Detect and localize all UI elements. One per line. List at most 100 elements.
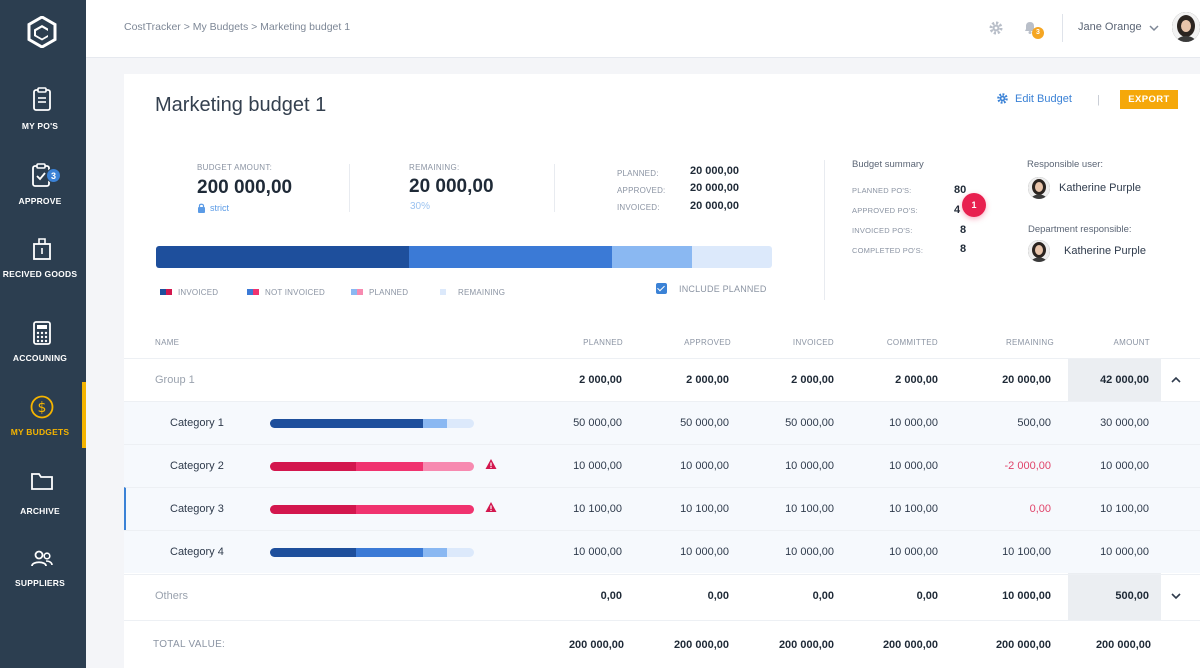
export-button[interactable]: EXPORT xyxy=(1120,90,1178,109)
col-header-committed: COMMITTED xyxy=(886,338,938,347)
sidebar-item-accounting[interactable]: ACCOUNING xyxy=(0,320,86,386)
svg-text:$: $ xyxy=(38,400,47,416)
cell-invoiced: 0,00 xyxy=(812,590,834,602)
approved-value: 20 000,00 xyxy=(690,182,739,194)
breadcrumb[interactable]: CostTracker > My Budgets > Marketing bud… xyxy=(124,21,351,33)
sidebar-item-approve[interactable]: 3 APPROVE xyxy=(0,162,86,228)
planned-pos-value: 80 xyxy=(954,184,967,196)
sidebar-item-label: ARCHIVE xyxy=(20,506,60,516)
cell-remaining: 20 000,00 xyxy=(1002,374,1051,386)
row-name: Category 3 xyxy=(170,503,224,515)
table-row-category-3[interactable]: Category 3 10 100,00 10 100,00 10 100,00… xyxy=(124,487,1200,530)
invoiced-label: INVOICED: xyxy=(617,203,660,212)
table-row-others[interactable]: Others 0,00 0,00 0,00 0,00 10 000,00 500… xyxy=(124,574,1200,617)
cell-approved: 2 000,00 xyxy=(686,374,729,386)
cell-amount: 42 000,00 xyxy=(1100,374,1149,386)
header-divider xyxy=(1062,14,1063,42)
col-header-planned: PLANNED xyxy=(583,338,623,347)
mini-segment-planned xyxy=(422,548,448,557)
cell-committed: 10 000,00 xyxy=(889,460,938,472)
approved-pos-value: 4 xyxy=(954,204,961,216)
sidebar-item-label: ACCOUNING xyxy=(12,353,68,363)
mini-segment-invoiced xyxy=(270,548,356,557)
remaining-percent: 30% xyxy=(410,201,431,212)
row-name: Category 1 xyxy=(170,417,224,429)
cell-remaining: 0,00 xyxy=(1029,503,1051,515)
mini-segment-remaining xyxy=(447,419,474,428)
approved-label: APPROVED: xyxy=(617,186,666,195)
cell-committed: 200 000,00 xyxy=(882,639,938,651)
alert-count-badge[interactable]: 1 xyxy=(962,193,986,217)
cell-amount: 10 000,00 xyxy=(1100,546,1149,558)
mini-segment-planned xyxy=(422,462,474,471)
sidebar-item-suppliers[interactable]: SUPPLIERS xyxy=(0,546,86,612)
include-planned-label: INCLUDE PLANNED xyxy=(679,283,767,294)
chevron-up-icon[interactable] xyxy=(1170,374,1182,386)
chevron-down-icon[interactable] xyxy=(1148,22,1160,34)
sidebar-item-label: MY PO'S xyxy=(21,121,59,131)
legend-invoiced: INVOICED xyxy=(160,288,218,297)
cell-planned: 10 000,00 xyxy=(573,546,622,558)
table-row-category-2[interactable]: Category 2 10 000,00 10 000,00 10 000,00… xyxy=(124,444,1200,487)
sidebar-item-label: APPROVE xyxy=(18,196,62,206)
mini-segment-planned xyxy=(423,419,448,428)
completed-pos-label: COMPLETED PO'S: xyxy=(852,246,924,255)
row-name: Others xyxy=(155,590,189,602)
row-name: Category 4 xyxy=(170,546,224,558)
strict-label: strict xyxy=(210,203,229,213)
cell-amount: 200 000,00 xyxy=(1095,639,1151,651)
cell-remaining: 10 100,00 xyxy=(1002,546,1051,558)
edit-budget-button[interactable]: Edit Budget xyxy=(996,92,1072,105)
budget-summary-title: Budget summary xyxy=(852,159,924,170)
table-row-group-1[interactable]: Group 1 2 000,00 2 000,00 2 000,00 2 000… xyxy=(124,358,1200,401)
planned-value: 20 000,00 xyxy=(690,165,739,177)
table-row-category-4[interactable]: Category 4 10 000,00 10 000,00 10 000,00… xyxy=(124,530,1200,573)
calculator-icon xyxy=(33,321,51,345)
sidebar-item-my-budgets[interactable]: $ MY BUDGETS xyxy=(0,382,86,460)
remaining-value: 20 000,00 xyxy=(409,176,494,197)
table-row-category-1[interactable]: Category 1 50 000,00 50 000,00 50 000,00… xyxy=(124,401,1200,444)
cell-invoiced: 50 000,00 xyxy=(785,417,834,429)
cell-amount: 10 100,00 xyxy=(1100,503,1149,515)
cell-committed: 10 100,00 xyxy=(889,503,938,515)
cell-invoiced: 2 000,00 xyxy=(791,374,834,386)
sidebar-item-my-pos[interactable]: MY PO'S xyxy=(0,86,86,152)
col-header-name: NAME xyxy=(155,338,180,347)
planned-label: PLANNED: xyxy=(617,169,659,178)
planned-pos-label: PLANNED PO'S: xyxy=(852,186,912,195)
user-name[interactable]: Jane Orange xyxy=(1078,21,1142,33)
cell-invoiced: 10 100,00 xyxy=(785,503,834,515)
cell-approved: 10 000,00 xyxy=(680,460,729,472)
include-planned-checkbox[interactable]: INCLUDE PLANNED xyxy=(656,283,767,294)
box-icon xyxy=(33,238,51,260)
cell-approved: 10 000,00 xyxy=(680,546,729,558)
sidebar-item-archive[interactable]: ARCHIVE xyxy=(0,468,86,534)
responsible-user-avatar xyxy=(1028,177,1050,199)
cell-planned: 10 000,00 xyxy=(573,460,622,472)
app-logo-icon[interactable] xyxy=(27,16,57,48)
cell-approved: 200 000,00 xyxy=(673,639,729,651)
cell-amount: 30 000,00 xyxy=(1100,417,1149,429)
legend-label: REMAINING xyxy=(458,288,506,297)
row-name: Group 1 xyxy=(155,374,195,386)
mini-segment-not-invoiced xyxy=(355,462,423,471)
chevron-down-icon[interactable] xyxy=(1170,590,1182,602)
settings-gear-icon[interactable] xyxy=(988,20,1004,36)
sidebar-item-label: MY BUDGETS xyxy=(10,427,70,437)
checkbox-checked-icon[interactable] xyxy=(656,283,667,294)
completed-pos-value: 8 xyxy=(960,243,967,255)
user-avatar[interactable] xyxy=(1172,12,1200,42)
department-responsible-name: Katherine Purple xyxy=(1064,245,1146,257)
table-row-total: TOTAL VALUE: 200 000,00 200 000,00 200 0… xyxy=(124,620,1200,668)
notification-count-badge: 3 xyxy=(1032,27,1044,39)
cell-committed: 2 000,00 xyxy=(895,374,938,386)
budget-card: Marketing budget 1 Edit Budget | EXPORT … xyxy=(124,74,1200,668)
sidebar-item-received-goods[interactable]: RECIVED GOODS xyxy=(0,236,86,302)
strict-indicator: strict xyxy=(197,203,229,213)
department-responsible-avatar xyxy=(1028,240,1050,262)
lock-icon xyxy=(198,203,205,213)
cell-remaining: -2 000,00 xyxy=(1004,460,1051,472)
section-divider xyxy=(824,160,825,300)
approve-count-badge: 3 xyxy=(46,168,61,183)
row-name: Category 2 xyxy=(170,460,224,472)
